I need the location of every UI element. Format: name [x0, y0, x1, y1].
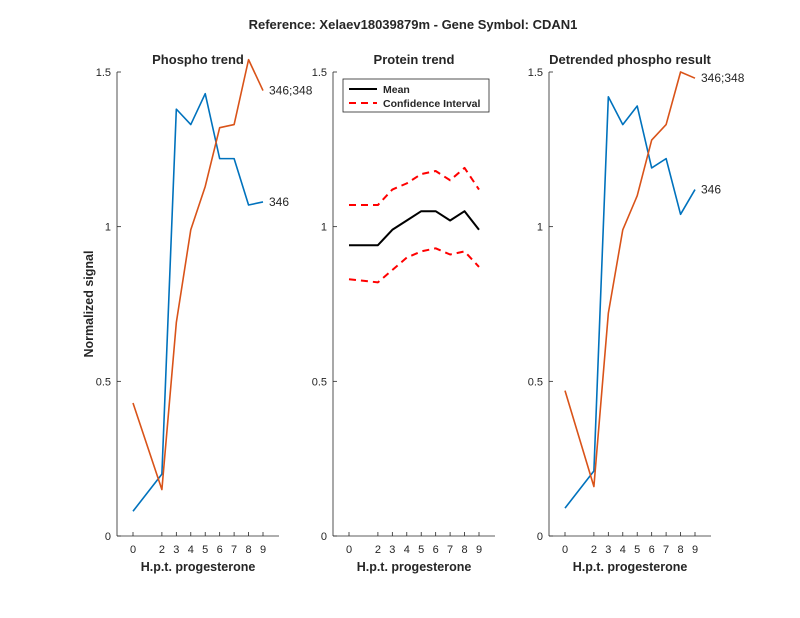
y-tick-label: 1 — [537, 222, 543, 234]
panel-title: Protein trend — [374, 52, 455, 67]
x-tick-label: 0 — [346, 544, 352, 556]
x-tick-label: 5 — [202, 544, 208, 556]
y-tick-label: 1 — [105, 222, 111, 234]
confidence-interval-line — [348, 247, 480, 284]
series-end-label: 346;348 — [269, 84, 313, 98]
x-tick-label: 7 — [231, 544, 237, 556]
chart-panel-1: 0 0.5 1 1.5 0 2 3 4 5 6 7 8 9 Phospho trend H.p.t. pro… — [82, 52, 313, 574]
series-line-346 — [564, 95, 696, 509]
y-tick-label: 1.5 — [528, 67, 543, 79]
y-tick-label: 0.5 — [528, 376, 543, 388]
legend-entry-label: Confidence Interval — [383, 98, 481, 110]
x-tick-label: 7 — [663, 544, 669, 556]
y-tick-label: 1.5 — [312, 67, 327, 79]
y-tick-label: 1 — [321, 222, 327, 234]
x-tick-label: 8 — [461, 544, 467, 556]
x-axis-label: H.p.t. progesterone — [357, 560, 472, 574]
x-tick-label: 4 — [188, 544, 194, 556]
panel-title: Phospho trend — [152, 52, 244, 67]
x-tick-label: 0 — [130, 544, 136, 556]
x-tick-label: 4 — [620, 544, 626, 556]
series-end-label: 346;348 — [701, 71, 745, 85]
x-tick-label: 8 — [677, 544, 683, 556]
chart-panel-2: 0 0.5 1 1.5 0 2 3 4 5 6 7 8 9 Protein trend H.p.t. pro… — [312, 52, 495, 574]
x-tick-label: 7 — [447, 544, 453, 556]
panel-title: Detrended phospho result — [549, 52, 711, 67]
chart-panel-3: 0 0.5 1 1.5 0 2 3 4 5 6 7 8 9 Detrended phospho resul… — [528, 52, 745, 574]
y-tick-label: 0 — [321, 531, 327, 543]
x-tick-label: 2 — [159, 544, 165, 556]
series-end-label: 346 — [701, 183, 721, 197]
x-tick-label: 5 — [418, 544, 424, 556]
x-axis-label: H.p.t. progesterone — [573, 560, 688, 574]
series-line-346-348 — [564, 71, 696, 488]
x-tick-label: 8 — [245, 544, 251, 556]
x-tick-label: 3 — [389, 544, 395, 556]
series-line-346 — [132, 92, 264, 512]
x-tick-label: 5 — [634, 544, 640, 556]
x-tick-label: 2 — [375, 544, 381, 556]
y-tick-label: 0 — [537, 531, 543, 543]
series-end-label: 346 — [269, 195, 289, 209]
x-tick-label: 2 — [591, 544, 597, 556]
x-tick-label: 9 — [476, 544, 482, 556]
y-tick-label: 1.5 — [96, 67, 111, 79]
x-tick-label: 0 — [562, 544, 568, 556]
x-axis-label: H.p.t. progesterone — [141, 560, 256, 574]
confidence-interval-line — [349, 166, 480, 207]
x-tick-label: 6 — [649, 544, 655, 556]
x-tick-label: 9 — [260, 544, 266, 556]
x-tick-label: 4 — [404, 544, 410, 556]
x-tick-label: 3 — [605, 544, 611, 556]
x-tick-label: 3 — [173, 544, 179, 556]
y-tick-label: 0.5 — [312, 376, 327, 388]
legend: Mean Confidence Interval — [342, 78, 490, 113]
mean-line — [349, 210, 480, 247]
x-tick-label: 9 — [692, 544, 698, 556]
legend-entry-label: Mean — [383, 84, 410, 96]
legend-box — [342, 78, 490, 113]
y-tick-label: 0 — [105, 531, 111, 543]
y-tick-label: 0.5 — [96, 376, 111, 388]
series-line-346-348 — [132, 58, 264, 491]
figure-suptitle: Reference: Xelaev18039879m - Gene Symbol… — [249, 17, 578, 32]
x-tick-label: 6 — [433, 544, 439, 556]
x-tick-label: 6 — [217, 544, 223, 556]
y-axis-label: Normalized signal — [82, 251, 96, 358]
